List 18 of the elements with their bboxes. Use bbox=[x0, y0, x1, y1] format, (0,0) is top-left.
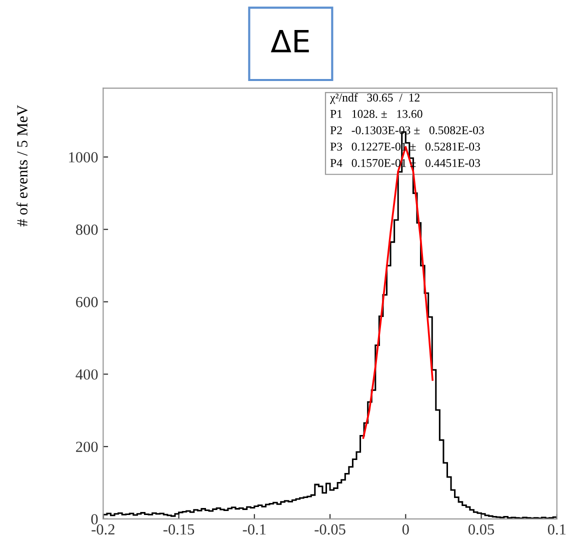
y-tick-label: 800 bbox=[76, 224, 98, 235]
x-tick-label: -0.05 bbox=[314, 524, 346, 535]
y-axis-title: # of events / 5 MeV bbox=[16, 105, 28, 226]
x-tick-label: 0.05 bbox=[468, 524, 494, 535]
y-tick-label: 200 bbox=[76, 442, 98, 452]
annotation: P2 -0.1303E-03 ± 0.5082E-03 bbox=[330, 126, 484, 134]
annotation: P1 1028. ± 13.60 bbox=[330, 110, 422, 118]
x-tick-label: -0.15 bbox=[163, 524, 194, 535]
x-tick-label: -0.2 bbox=[92, 524, 114, 535]
x-tick-label: 0.1 bbox=[548, 524, 566, 535]
x-tick-label: 0 bbox=[402, 524, 409, 535]
y-tick-label: 0 bbox=[91, 514, 98, 524]
y-tick-label: 600 bbox=[76, 296, 98, 308]
chart-title: ΔE bbox=[270, 30, 309, 52]
y-tick-label: 400 bbox=[76, 369, 98, 380]
annotation: χ²/ndf 30.65 / 12 bbox=[330, 93, 420, 104]
y-tick-label: 1000 bbox=[69, 152, 98, 162]
x-tick-label: -0.1 bbox=[242, 524, 266, 535]
